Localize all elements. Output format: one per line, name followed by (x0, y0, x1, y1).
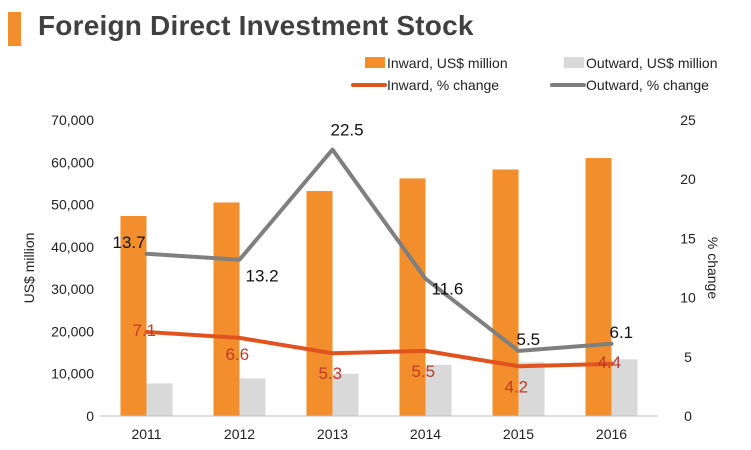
label-outward-pct-2013: 22.5 (331, 121, 364, 140)
legend-item-3: Outward, % change (550, 77, 709, 93)
y-right-tick-label: 10 (680, 290, 696, 306)
legend-item-0: Inward, US$ million (365, 55, 508, 71)
y-right-tick-label: 20 (680, 171, 696, 187)
x-tick-label: 2013 (317, 426, 348, 442)
label-outward-pct-2015: 5.5 (517, 330, 541, 349)
y-left-axis-title: US$ million (21, 233, 37, 304)
line-inward-pct-change (144, 329, 614, 369)
legend-label: Outward, % change (586, 77, 709, 93)
bar-inward-2013 (306, 191, 333, 416)
legend-swatch (564, 57, 584, 68)
label-outward-pct-2011: 13.7 (113, 233, 146, 252)
label-inward-pct-2014: 5.5 (412, 362, 436, 381)
y-right-tick-label: 25 (680, 112, 696, 128)
label-inward-pct-2015: 4.2 (505, 377, 529, 396)
y-left-tick-label: 70,000 (51, 112, 94, 128)
label-inward-pct-2011: 7.1 (133, 321, 157, 340)
y-left-tick-label: 30,000 (51, 281, 94, 297)
label-outward-pct-2016: 6.1 (610, 323, 634, 342)
bar-inward-2015 (492, 169, 519, 416)
label-inward-pct-2012: 6.6 (226, 345, 250, 364)
label-outward-pct-2014: 11.6 (432, 280, 464, 299)
title-accent-bar (8, 12, 21, 46)
y-left-tick-label: 0 (86, 408, 94, 424)
bar-outward-2011 (146, 383, 173, 416)
line-layer (144, 147, 614, 369)
y-right-tick-label: 15 (680, 230, 696, 246)
x-tick-label: 2015 (503, 426, 534, 442)
y-left-tick-label: 40,000 (51, 239, 94, 255)
x-tick-label: 2016 (596, 426, 627, 442)
legend-label: Inward, US$ million (387, 55, 508, 71)
bar-inward-2012 (213, 202, 240, 416)
legend-item-2: Inward, % change (351, 77, 499, 93)
bar-outward-2016 (611, 359, 638, 416)
label-inward-pct-2016: 4.4 (598, 353, 622, 372)
bar-outward-2014 (425, 364, 452, 416)
chart-title: Foreign Direct Investment Stock (38, 10, 474, 41)
label-inward-pct-2013: 5.3 (319, 364, 343, 383)
bar-inward-2014 (399, 178, 426, 416)
y-right-tick-label: 0 (684, 408, 692, 424)
legend: Inward, US$ million Outward, US$ million I… (351, 55, 718, 93)
x-tick-label: 2012 (224, 426, 255, 442)
y-right-axis-title: % change (705, 237, 721, 299)
line-outward-pct-change (144, 147, 614, 353)
bar-outward-2015 (518, 362, 545, 416)
bar-layer (120, 158, 638, 417)
y-left-tick-label: 50,000 (51, 197, 94, 213)
y-left-tick-label: 60,000 (51, 154, 94, 170)
bar-outward-2013 (332, 373, 359, 416)
legend-label: Inward, % change (387, 77, 499, 93)
x-tick-label: 2014 (410, 426, 441, 442)
label-outward-pct-2012: 13.2 (246, 267, 279, 286)
data-label-layer: 7.1 6.6 5.3 5.5 4.2 4.4 13.7 13.2 22.5 11.6 5.5 6.1 (113, 121, 634, 397)
bar-inward-2011 (120, 215, 147, 416)
legend-item-1: Outward, US$ million (564, 55, 718, 71)
axis-layer: 0 10,000 20,000 30,000 40,000 50,000 60,000 70,… (21, 112, 721, 442)
y-left-tick-label: 10,000 (51, 366, 94, 382)
bar-inward-2016 (585, 158, 612, 417)
legend-label: Outward, US$ million (586, 55, 718, 71)
bar-outward-2012 (239, 378, 266, 416)
legend-swatch (365, 57, 385, 68)
y-left-tick-label: 20,000 (51, 323, 94, 339)
x-tick-label: 2011 (131, 426, 161, 442)
y-right-tick-label: 5 (684, 349, 692, 365)
